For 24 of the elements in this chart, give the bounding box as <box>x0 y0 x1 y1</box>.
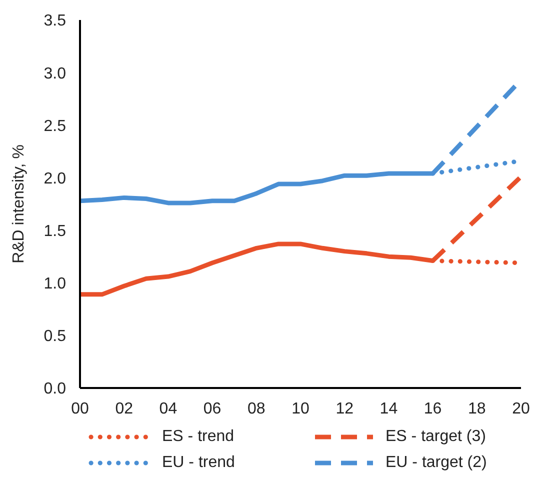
legend-label: EU - target (2) <box>386 454 487 472</box>
x-tick-label: 12 <box>336 400 354 418</box>
x-tick-label: 00 <box>71 400 89 418</box>
y-tick-label: 0.5 <box>44 328 66 346</box>
y-tick-label: 1.5 <box>44 222 66 240</box>
y-tick-label: 3.0 <box>44 65 66 82</box>
x-tick-label: 18 <box>468 400 486 418</box>
x-tick-label: 10 <box>292 400 310 418</box>
legend-label: ES - trend <box>162 428 234 446</box>
x-tick-label: 16 <box>424 400 442 418</box>
legend-label: EU - trend <box>162 454 235 472</box>
x-tick-label: 04 <box>159 400 178 418</box>
y-tick-label: 2.5 <box>44 118 66 135</box>
y-tick-label: 3.5 <box>44 12 66 30</box>
y-tick-label: 2.0 <box>44 170 66 188</box>
x-tick-label: 02 <box>115 400 134 418</box>
legend-label: ES - target (3) <box>386 428 486 446</box>
x-tick-label: 14 <box>380 400 398 418</box>
y-tick-label: 0.0 <box>44 380 66 398</box>
y-axis-title: R&D intensity, % <box>10 144 28 264</box>
x-tick-label: 06 <box>203 400 222 418</box>
y-tick-label: 1.0 <box>44 276 66 293</box>
x-tick-label: 20 <box>512 400 530 418</box>
x-tick-label: 08 <box>248 400 266 418</box>
